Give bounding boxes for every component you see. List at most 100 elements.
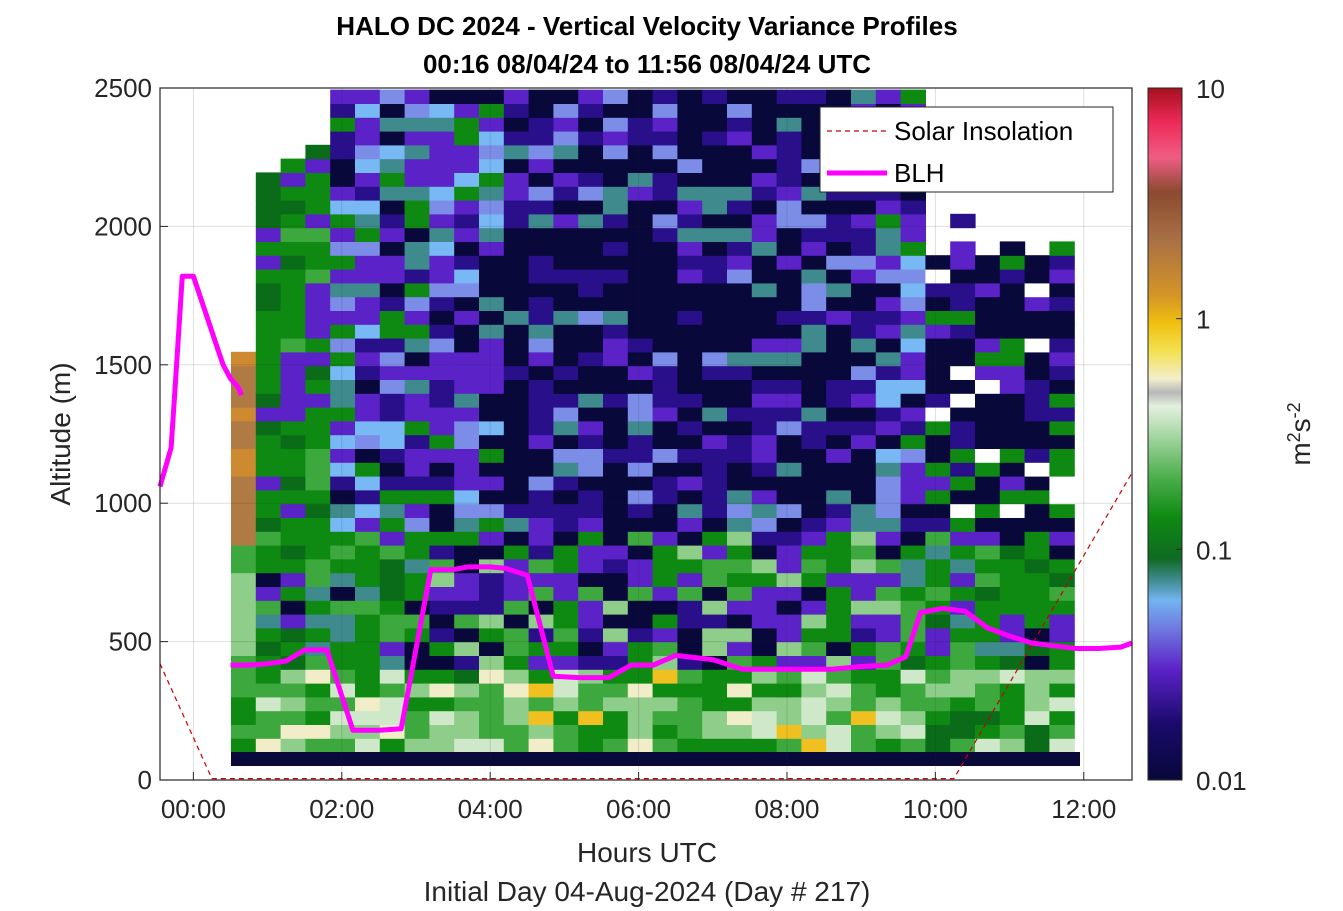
heatmap-cell bbox=[1049, 517, 1075, 532]
heatmap-cell bbox=[875, 448, 902, 463]
x-tick-label: 00:00 bbox=[161, 794, 226, 824]
heatmap-cell bbox=[652, 200, 678, 215]
heatmap-cell bbox=[900, 269, 926, 284]
plot-frame bbox=[159, 87, 1133, 781]
heatmap-cell bbox=[603, 738, 629, 753]
heatmap-cell bbox=[404, 724, 430, 739]
heatmap-cell bbox=[652, 103, 678, 118]
heatmap-cell bbox=[975, 724, 1001, 739]
heatmap-cell bbox=[1024, 517, 1050, 532]
heatmap-cell bbox=[454, 117, 480, 132]
heatmap-cell bbox=[603, 144, 629, 160]
heatmap-cell bbox=[404, 710, 430, 725]
heatmap-cell bbox=[280, 365, 306, 380]
heatmap-cell bbox=[1049, 420, 1075, 436]
heatmap-cell bbox=[875, 213, 902, 229]
heatmap-cell bbox=[999, 282, 1026, 298]
heatmap-cell bbox=[355, 448, 381, 463]
heatmap-cell bbox=[503, 434, 530, 449]
heatmap-cell bbox=[950, 724, 976, 739]
heatmap-cell bbox=[652, 186, 678, 201]
heatmap-cell bbox=[578, 531, 604, 546]
heatmap-cell bbox=[950, 407, 976, 422]
heatmap-cell bbox=[677, 724, 703, 739]
heatmap-cell bbox=[330, 117, 356, 132]
heatmap-cell bbox=[826, 696, 852, 712]
heatmap-cell bbox=[379, 131, 406, 146]
heatmap-cell bbox=[280, 241, 306, 256]
heatmap-cell bbox=[702, 172, 728, 187]
heatmap-cell bbox=[751, 738, 778, 753]
heatmap-cell bbox=[454, 614, 480, 629]
heatmap-cell bbox=[677, 614, 703, 629]
heatmap-cell bbox=[751, 710, 778, 725]
heatmap-cell bbox=[851, 296, 877, 311]
heatmap-cell bbox=[330, 213, 356, 229]
heatmap-cell bbox=[950, 241, 976, 256]
heatmap-cell bbox=[975, 351, 1001, 367]
heatmap-cell bbox=[231, 476, 257, 491]
heatmap-cell bbox=[578, 117, 604, 132]
heatmap-cell bbox=[280, 724, 306, 739]
heatmap-cell bbox=[330, 255, 356, 270]
heatmap-cell bbox=[975, 407, 1001, 422]
heatmap-cell bbox=[950, 434, 976, 449]
heatmap-cell bbox=[503, 531, 530, 546]
heatmap-cell bbox=[751, 503, 778, 518]
heatmap-cell bbox=[479, 310, 505, 325]
heatmap-cell bbox=[776, 420, 802, 436]
heatmap-cell bbox=[553, 131, 579, 146]
series-line-blh bbox=[230, 564, 1133, 733]
heatmap-cell bbox=[454, 489, 480, 505]
heatmap-cell bbox=[776, 186, 802, 201]
heatmap-cell bbox=[355, 627, 381, 643]
heatmap-cell bbox=[355, 269, 381, 284]
heatmap-cell bbox=[553, 117, 579, 132]
heatmap-cell bbox=[379, 531, 406, 546]
heatmap-cell bbox=[255, 462, 282, 477]
heatmap-cell bbox=[553, 200, 579, 215]
heatmap-cell bbox=[1024, 420, 1050, 436]
heatmap-cell bbox=[305, 600, 331, 615]
heatmap-cell bbox=[553, 324, 579, 339]
heatmap-cell bbox=[603, 710, 629, 725]
heatmap-cell bbox=[999, 683, 1026, 698]
heatmap-cell bbox=[231, 641, 257, 656]
heatmap-cell bbox=[702, 269, 728, 284]
heatmap-cell bbox=[479, 572, 505, 587]
heatmap-cell bbox=[553, 89, 579, 104]
heatmap-cell bbox=[578, 227, 604, 242]
heatmap-cell bbox=[826, 255, 852, 270]
heatmap-cell bbox=[454, 200, 480, 215]
heatmap-cell bbox=[776, 462, 802, 477]
heatmap-cell bbox=[305, 282, 331, 298]
heatmap-cell bbox=[404, 434, 430, 449]
heatmap-cell bbox=[851, 558, 877, 574]
heatmap-cell bbox=[280, 586, 306, 601]
heatmap-cell bbox=[231, 572, 257, 587]
heatmap-cell bbox=[479, 144, 505, 160]
heatmap-cell bbox=[553, 683, 579, 698]
heatmap-cell bbox=[851, 393, 877, 408]
heatmap-cell bbox=[578, 213, 604, 229]
heatmap-cell bbox=[578, 614, 604, 629]
heatmap-cell bbox=[479, 503, 505, 518]
heatmap-cell bbox=[900, 393, 926, 408]
heatmap-cell bbox=[404, 462, 430, 477]
heatmap-cell bbox=[826, 434, 852, 449]
heatmap-cell bbox=[528, 200, 554, 215]
heatmap-cell bbox=[255, 310, 282, 325]
heatmap-cell bbox=[603, 89, 629, 104]
heatmap-cell bbox=[677, 434, 703, 449]
heatmap-cell bbox=[751, 393, 778, 408]
heatmap-cell bbox=[925, 545, 951, 560]
heatmap-cell bbox=[702, 144, 728, 160]
heatmap-cell bbox=[479, 586, 505, 601]
heatmap-cell bbox=[305, 269, 331, 284]
heatmap-cell bbox=[851, 572, 877, 587]
heatmap-cell bbox=[429, 434, 455, 449]
heatmap-cell bbox=[454, 227, 480, 242]
heatmap-cell bbox=[826, 282, 852, 298]
heatmap-cell bbox=[801, 503, 827, 518]
heatmap-cell bbox=[379, 696, 406, 712]
